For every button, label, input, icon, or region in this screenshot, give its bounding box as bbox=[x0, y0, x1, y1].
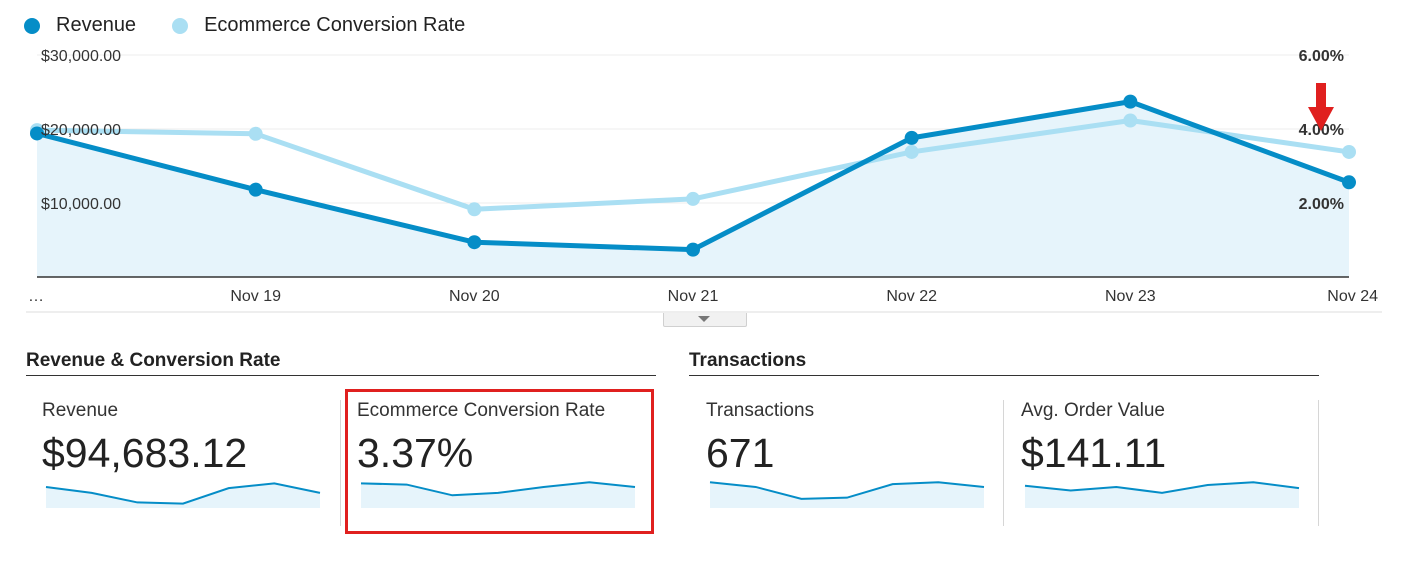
highlight-box bbox=[345, 389, 654, 534]
metric-label: Avg. Order Value bbox=[1021, 400, 1165, 421]
sparkline-area bbox=[361, 482, 635, 508]
section-title-revenue-conversion: Revenue & Conversion Rate bbox=[26, 350, 656, 376]
conversion-rate-point bbox=[686, 191, 700, 206]
revenue-point bbox=[686, 242, 700, 257]
divider bbox=[1003, 400, 1004, 526]
sparkline bbox=[360, 481, 636, 508]
sparkline-line bbox=[360, 481, 636, 497]
metric-value: $94,683.12 bbox=[42, 430, 248, 476]
sparkline-area bbox=[46, 483, 320, 508]
metric-label: Transactions bbox=[706, 400, 815, 421]
y-axis-right-tick: 2.00% bbox=[1299, 196, 1344, 213]
y-axis-right-tick: 6.00% bbox=[1299, 48, 1344, 65]
sparkline-area bbox=[710, 482, 984, 508]
conversion-rate-point bbox=[1342, 144, 1356, 159]
sparkline-area bbox=[1025, 482, 1299, 508]
conversion-rate-point bbox=[904, 144, 919, 159]
legend-item-revenue[interactable]: Revenue bbox=[24, 14, 136, 37]
metric-label: Ecommerce Conversion Rate bbox=[357, 400, 606, 421]
sparkline-line bbox=[709, 481, 985, 500]
x-axis-tick: Nov 22 bbox=[886, 288, 937, 305]
revenue-point bbox=[1123, 94, 1138, 109]
y-axis-left-tick: $30,000.00 bbox=[41, 48, 121, 65]
metric-card-revenue[interactable]: Revenue $94,683.12 bbox=[42, 398, 324, 526]
y-axis-right-tick: 4.00% bbox=[1299, 122, 1344, 139]
revenue-area bbox=[37, 101, 1349, 277]
revenue-point bbox=[248, 182, 263, 197]
x-axis-tick: Nov 20 bbox=[449, 288, 500, 305]
sparkline bbox=[45, 482, 321, 508]
chart-collapse-button[interactable] bbox=[663, 313, 747, 327]
metric-value: $141.11 bbox=[1021, 430, 1167, 476]
chevron-down-icon bbox=[698, 316, 710, 322]
metric-card-avg-order-value[interactable]: Avg. Order Value $141.11 bbox=[1021, 398, 1303, 526]
sparkline-line bbox=[45, 482, 321, 505]
revenue-legend-dot-icon bbox=[24, 17, 40, 34]
revenue-point bbox=[467, 235, 482, 250]
x-axis-tick: Nov 21 bbox=[668, 288, 719, 305]
y-axis-left-tick: $10,000.00 bbox=[41, 196, 121, 213]
arrow-down-icon bbox=[1316, 83, 1326, 109]
sparkline bbox=[1024, 481, 1300, 508]
metric-value: 3.37% bbox=[357, 430, 474, 476]
x-axis-tick: … bbox=[28, 288, 44, 305]
divider bbox=[1318, 400, 1319, 526]
revenue-point bbox=[1342, 175, 1356, 190]
line-chart[interactable]: $10,000.00 $20,000.00 $30,000.00 2.00% 4.00%… bbox=[0, 40, 1401, 315]
x-axis-tick: Nov 24 bbox=[1327, 288, 1378, 305]
legend-item-conversion-rate[interactable]: Ecommerce Conversion Rate bbox=[172, 14, 465, 37]
y-axis-left-tick: $20,000.00 bbox=[41, 122, 121, 139]
section-title-transactions: Transactions bbox=[689, 350, 1319, 376]
conversion-rate-point bbox=[248, 126, 263, 141]
revenue-point bbox=[904, 130, 919, 145]
divider bbox=[340, 400, 341, 526]
conversion-rate-point bbox=[1123, 113, 1138, 128]
metric-card-conversion-rate[interactable]: Ecommerce Conversion Rate 3.37% bbox=[357, 398, 639, 526]
sparkline-line bbox=[1024, 481, 1300, 494]
metric-card-transactions[interactable]: Transactions 671 bbox=[706, 398, 988, 526]
conversion-legend-dot-icon bbox=[172, 17, 189, 34]
conversion-rate-point bbox=[467, 202, 482, 217]
sparkline bbox=[709, 481, 985, 508]
metric-label: Revenue bbox=[42, 400, 119, 421]
x-axis-tick: Nov 23 bbox=[1105, 288, 1156, 305]
chart-legend: Revenue Ecommerce Conversion Rate bbox=[24, 14, 501, 37]
legend-label-revenue: Revenue bbox=[56, 14, 137, 36]
legend-label-conversion-rate: Ecommerce Conversion Rate bbox=[204, 14, 466, 36]
metric-value: 671 bbox=[706, 430, 775, 476]
revenue-point bbox=[30, 126, 44, 141]
x-axis-tick: Nov 19 bbox=[230, 288, 281, 305]
arrow-down-icon bbox=[1308, 107, 1334, 131]
